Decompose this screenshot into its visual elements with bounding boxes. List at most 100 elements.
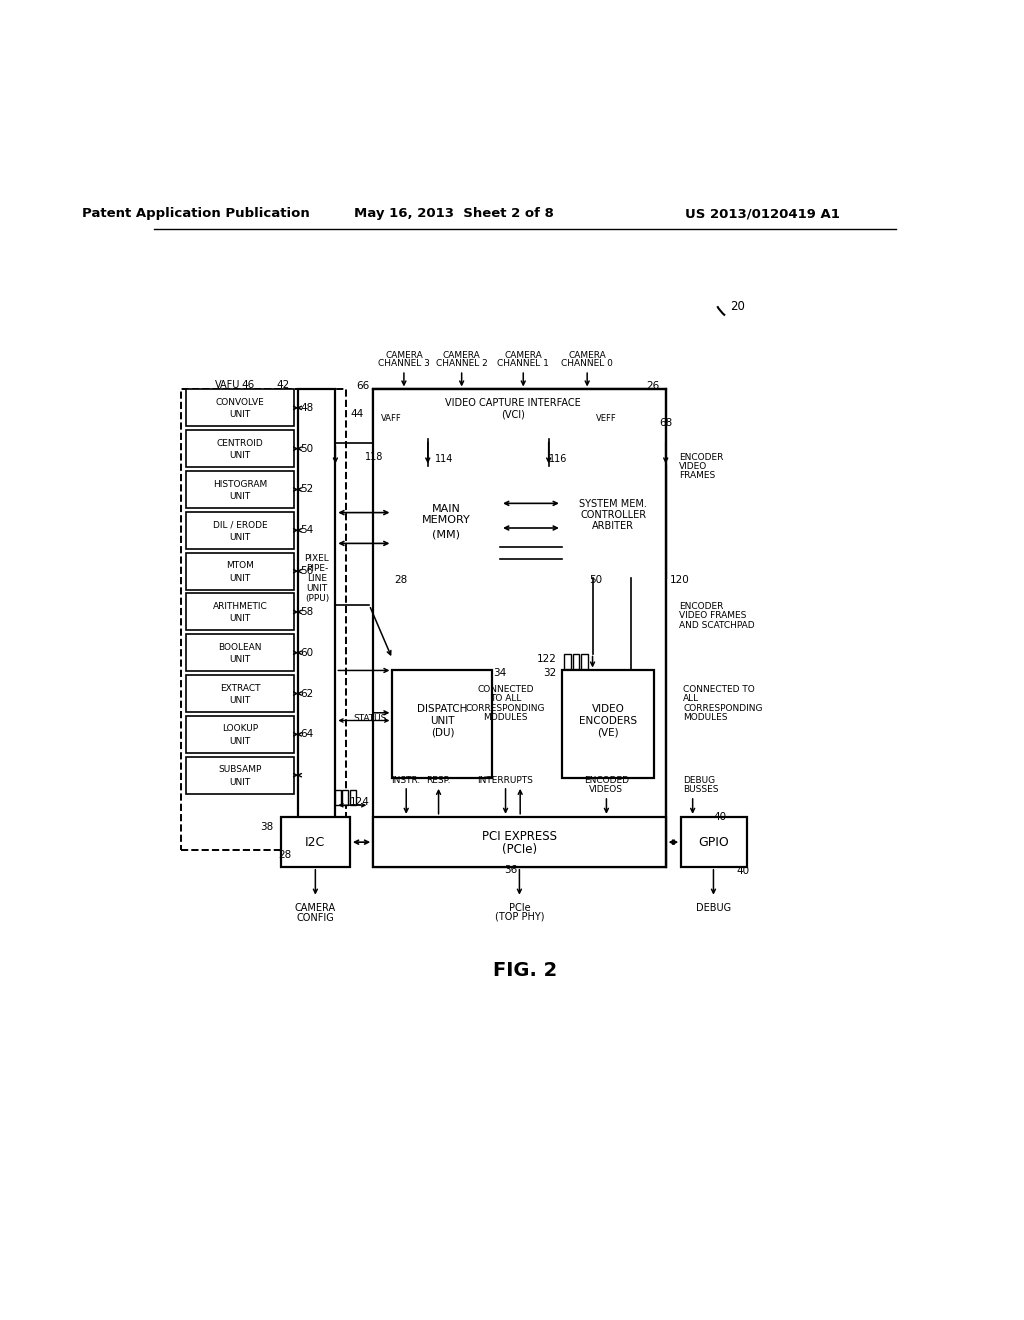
- Text: VIDEOS: VIDEOS: [590, 785, 624, 795]
- Bar: [574, 411, 581, 428]
- Text: SYSTEM MEM.: SYSTEM MEM.: [580, 499, 647, 510]
- Bar: [186, 553, 294, 590]
- Text: INSTR.: INSTR.: [391, 776, 421, 785]
- Bar: [281, 817, 350, 867]
- Text: US 2013/0120419 A1: US 2013/0120419 A1: [684, 207, 840, 220]
- Text: 36: 36: [504, 865, 517, 875]
- Text: BOOLEAN: BOOLEAN: [218, 643, 262, 652]
- Bar: [564, 653, 571, 669]
- Text: UNIT: UNIT: [229, 533, 251, 541]
- Text: CAMERA: CAMERA: [568, 351, 606, 360]
- Text: Patent Application Publication: Patent Application Publication: [82, 207, 310, 220]
- Bar: [350, 789, 356, 805]
- Text: 40: 40: [736, 866, 750, 875]
- Text: SUBSAMP: SUBSAMP: [218, 766, 261, 775]
- Text: MAIN: MAIN: [432, 504, 461, 513]
- Text: 40: 40: [714, 812, 727, 822]
- Bar: [186, 389, 294, 426]
- Text: UNIT: UNIT: [229, 411, 251, 420]
- Bar: [681, 817, 746, 867]
- Text: CONTROLLER: CONTROLLER: [581, 510, 646, 520]
- Text: BUSSES: BUSSES: [683, 785, 719, 795]
- Text: CONVOLVE: CONVOLVE: [215, 399, 264, 407]
- Text: 122: 122: [537, 653, 556, 664]
- Bar: [335, 789, 341, 805]
- Text: CAMERA: CAMERA: [442, 351, 480, 360]
- Text: CORRESPONDING: CORRESPONDING: [466, 704, 546, 713]
- Text: ARBITER: ARBITER: [592, 520, 634, 531]
- Text: 114: 114: [435, 454, 453, 463]
- Text: CONNECTED TO: CONNECTED TO: [683, 685, 755, 694]
- Bar: [180, 389, 346, 850]
- Bar: [416, 411, 422, 428]
- Text: VIDEO: VIDEO: [592, 704, 625, 714]
- Text: EXTRACT: EXTRACT: [220, 684, 260, 693]
- Text: TO ALL: TO ALL: [489, 694, 521, 704]
- Text: 58: 58: [300, 607, 313, 616]
- Bar: [562, 411, 567, 428]
- Bar: [373, 817, 666, 867]
- Text: MODULES: MODULES: [683, 713, 728, 722]
- Text: CENTROID: CENTROID: [216, 438, 263, 447]
- Text: ALL: ALL: [683, 694, 699, 704]
- Text: (PCIe): (PCIe): [502, 842, 537, 855]
- Text: MODULES: MODULES: [483, 713, 527, 722]
- Text: 46: 46: [242, 380, 255, 389]
- Text: INTERRUPTS: INTERRUPTS: [477, 776, 534, 785]
- Text: UNIT: UNIT: [430, 715, 455, 726]
- Text: MTOM: MTOM: [226, 561, 254, 570]
- Bar: [381, 411, 400, 428]
- Bar: [186, 430, 294, 467]
- Bar: [186, 635, 294, 671]
- Text: GPIO: GPIO: [698, 836, 729, 849]
- Bar: [342, 789, 348, 805]
- Text: 48: 48: [300, 403, 313, 413]
- Bar: [572, 653, 580, 669]
- Text: ENCODER: ENCODER: [679, 602, 723, 611]
- Text: 62: 62: [300, 689, 313, 698]
- Text: 34: 34: [494, 668, 507, 677]
- Text: CONFIG: CONFIG: [297, 912, 334, 923]
- Bar: [186, 756, 294, 793]
- Text: (VCI): (VCI): [502, 409, 525, 420]
- Text: PIXEL: PIXEL: [304, 554, 330, 564]
- Text: CHANNEL 3: CHANNEL 3: [378, 359, 430, 368]
- Text: CAMERA: CAMERA: [295, 903, 336, 912]
- Bar: [373, 389, 666, 867]
- Bar: [392, 466, 500, 578]
- Text: 118: 118: [366, 453, 384, 462]
- Text: DIL / ERODE: DIL / ERODE: [213, 520, 267, 529]
- Bar: [581, 653, 588, 669]
- Text: (TOP PHY): (TOP PHY): [495, 912, 544, 921]
- Text: STATUS: STATUS: [354, 714, 387, 722]
- Text: (VE): (VE): [597, 727, 618, 737]
- Text: ARITHMETIC: ARITHMETIC: [213, 602, 267, 611]
- Bar: [562, 466, 666, 578]
- Text: FRAMES: FRAMES: [679, 471, 715, 480]
- Text: UNIT: UNIT: [229, 614, 251, 623]
- Bar: [392, 671, 493, 779]
- Text: VAFU: VAFU: [215, 380, 241, 389]
- Text: UNIT: UNIT: [229, 492, 251, 500]
- Text: DEBUG: DEBUG: [696, 903, 731, 912]
- Bar: [186, 594, 294, 631]
- Text: PCIe: PCIe: [509, 903, 530, 912]
- Text: VEFF: VEFF: [596, 414, 616, 424]
- Text: 50: 50: [300, 444, 313, 454]
- Text: CHANNEL 1: CHANNEL 1: [498, 359, 549, 368]
- Bar: [568, 411, 573, 428]
- Text: 44: 44: [350, 409, 364, 418]
- Text: (PPU): (PPU): [305, 594, 329, 603]
- Text: 124: 124: [349, 797, 370, 807]
- Text: 28: 28: [279, 850, 292, 861]
- Text: I2C: I2C: [305, 836, 326, 849]
- Text: 116: 116: [549, 454, 567, 463]
- Text: VIDEO: VIDEO: [679, 462, 707, 471]
- Text: UNIT: UNIT: [229, 696, 251, 705]
- Text: 42: 42: [276, 380, 290, 389]
- Bar: [599, 411, 617, 428]
- Text: 54: 54: [300, 525, 313, 536]
- Text: CAMERA: CAMERA: [505, 351, 542, 360]
- Text: RESP.: RESP.: [426, 776, 451, 785]
- Text: UNIT: UNIT: [229, 655, 251, 664]
